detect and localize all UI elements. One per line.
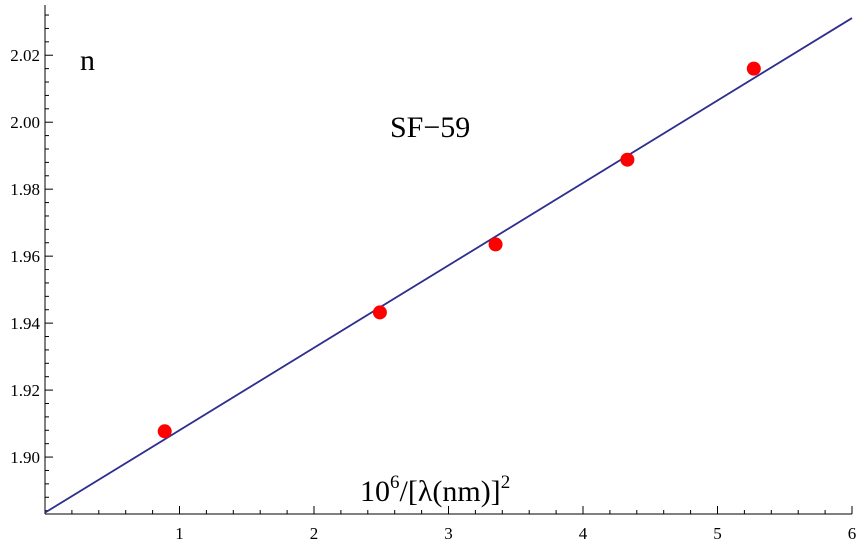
x-tick-label: 5 <box>713 524 722 543</box>
series-label: SF−59 <box>390 111 470 144</box>
x-tick-label: 2 <box>310 524 319 543</box>
x-tick-label: 1 <box>175 524 184 543</box>
y-tick-label: 1.94 <box>10 314 40 333</box>
y-tick-label: 1.98 <box>10 180 40 199</box>
y-tick-label: 2.02 <box>10 46 40 65</box>
x-tick-label: 3 <box>444 524 453 543</box>
data-point <box>620 152 635 167</box>
x-axis-label: 106/[λ(nm)]2 <box>360 472 510 508</box>
y-tick-label: 1.96 <box>10 247 40 266</box>
y-axis-label: n <box>80 44 95 77</box>
ticks: 1 2 3 4 5 6 1.90 1.92 1.94 1.96 1.98 2.00 2.02 <box>10 14 857 543</box>
x-label-exp2: 2 <box>501 472 511 493</box>
x-label-exp: 6 <box>390 472 400 493</box>
x-label-base: 10 <box>360 475 390 508</box>
data-point <box>157 424 172 439</box>
y-tick-label: 1.92 <box>10 381 40 400</box>
x-tick-label: 6 <box>848 524 857 543</box>
fit-line-group <box>44 17 853 514</box>
y-tick-label: 1.90 <box>10 448 40 467</box>
data-points <box>157 61 761 439</box>
data-point <box>372 305 387 320</box>
fit-line <box>44 17 853 514</box>
y-tick-label: 2.00 <box>10 113 40 132</box>
data-point <box>746 61 761 76</box>
data-point <box>488 237 503 252</box>
x-tick-label: 4 <box>579 524 588 543</box>
x-label-mid: /[λ(nm)] <box>400 475 501 508</box>
